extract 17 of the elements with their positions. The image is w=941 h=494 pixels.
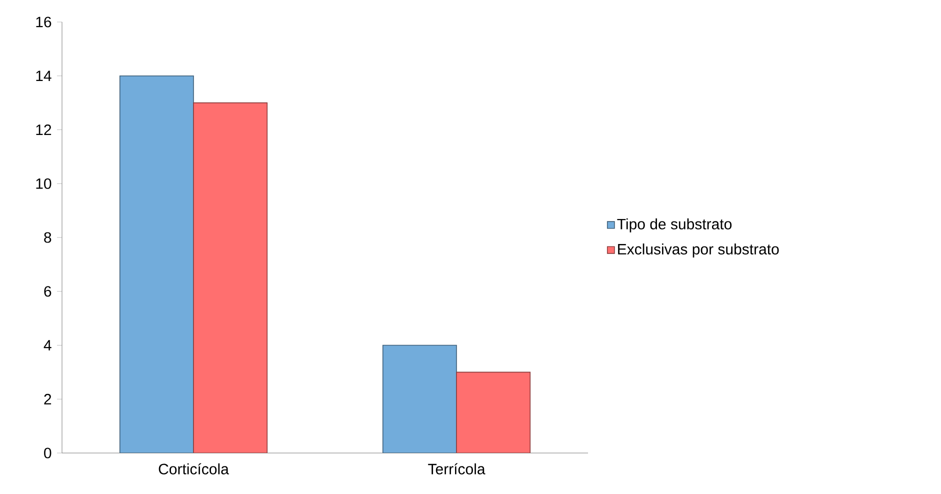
y-tick-label: 14 xyxy=(36,70,52,82)
y-tick-label: 8 xyxy=(44,232,52,243)
x-tick-label: Corticícola xyxy=(158,463,229,474)
bar xyxy=(193,102,268,453)
y-tick-label: 10 xyxy=(36,178,52,189)
bar xyxy=(456,372,531,453)
y-tick-label: 0 xyxy=(44,448,52,458)
bar xyxy=(119,75,194,453)
y-tick-label: 12 xyxy=(36,124,52,135)
y-tick-label: 4 xyxy=(44,340,52,350)
bar xyxy=(382,344,457,453)
y-tick-label: 6 xyxy=(44,286,52,297)
y-tick-label: 2 xyxy=(44,394,52,404)
legend-label: Exclusivas por substrato xyxy=(618,243,779,258)
y-tick-label: 16 xyxy=(36,16,52,28)
x-tick-label: Terrícola xyxy=(428,463,486,474)
legend-label: Tipo de substrato xyxy=(617,218,732,232)
